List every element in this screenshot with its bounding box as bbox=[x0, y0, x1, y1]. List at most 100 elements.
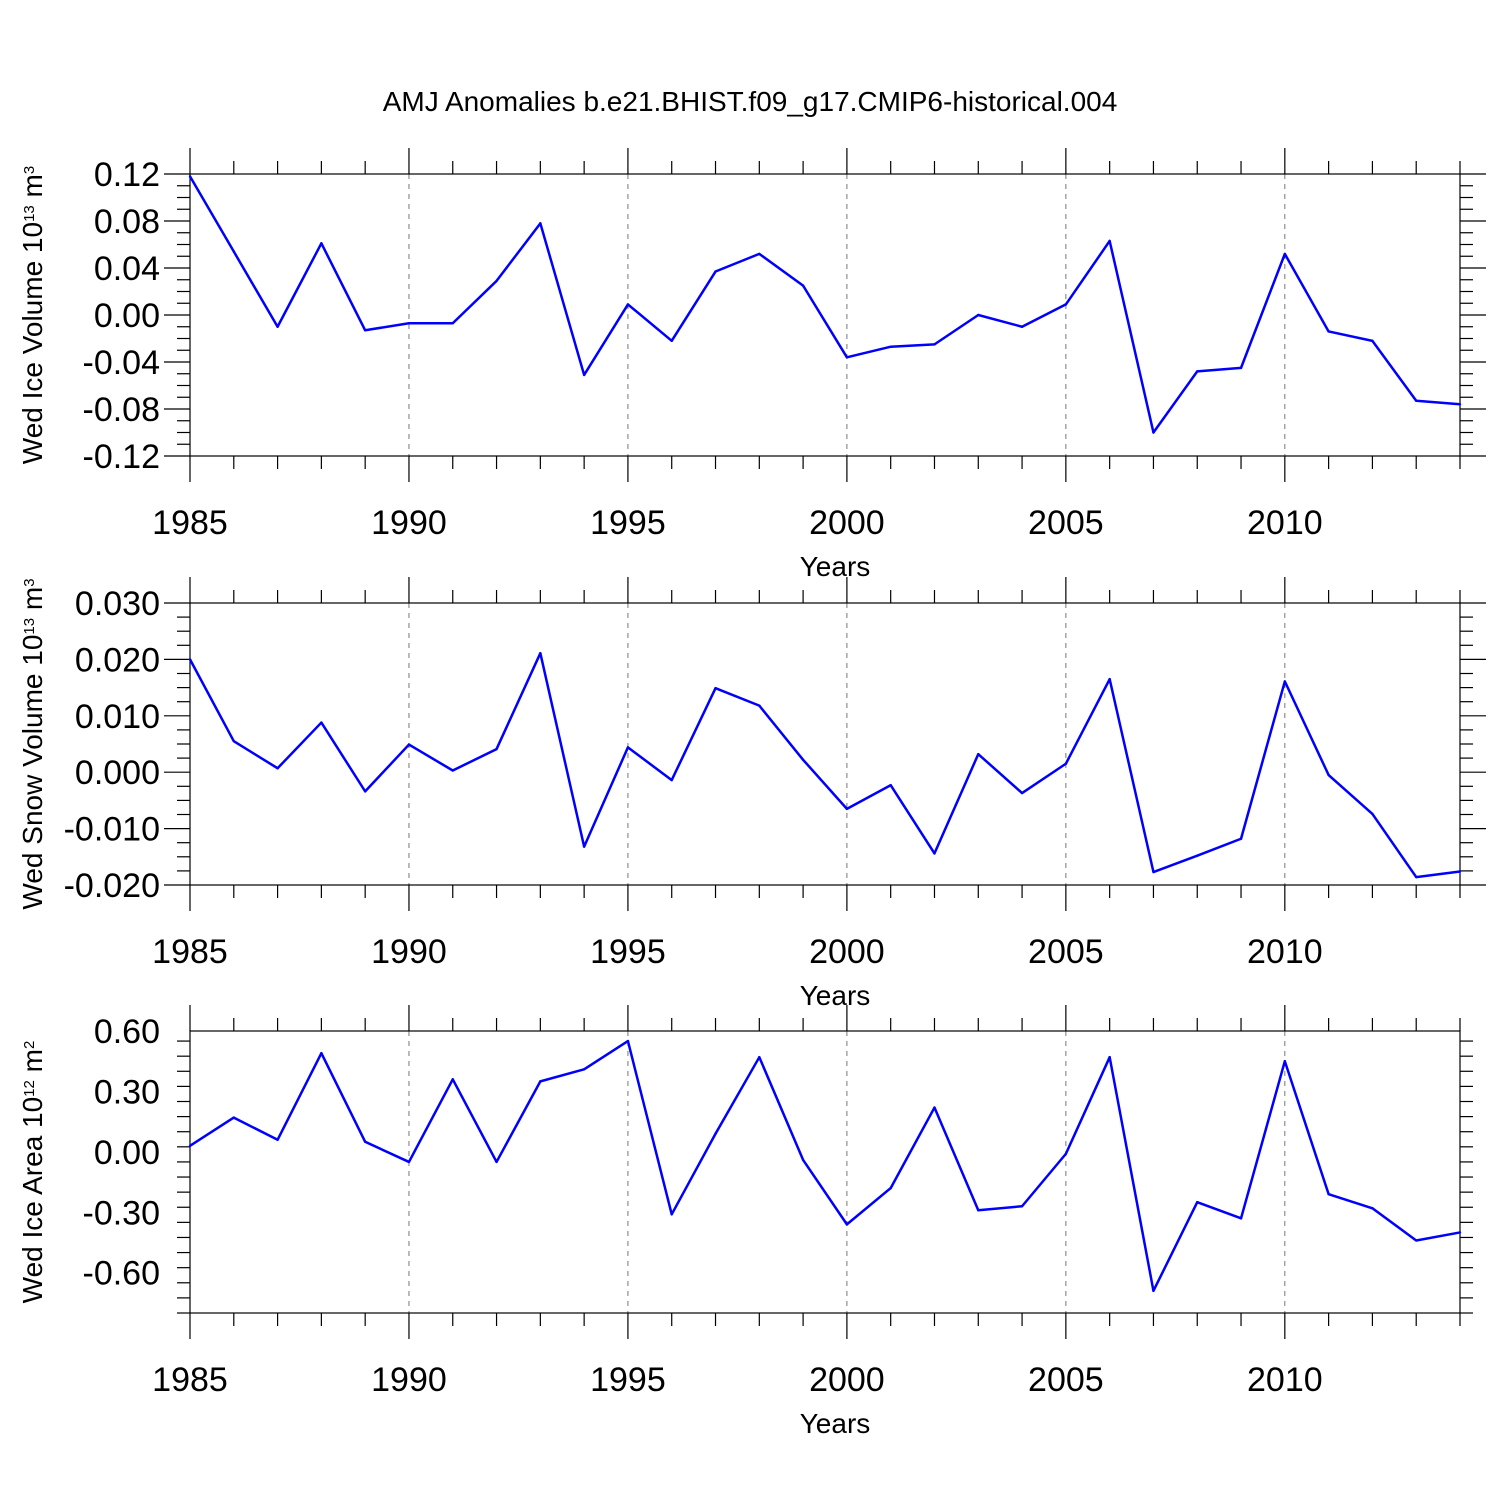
data-point bbox=[1152, 870, 1155, 874]
y-tick-label: 0.000 bbox=[75, 754, 160, 792]
data-point bbox=[320, 242, 323, 245]
y-axis-title-superscript: 3 bbox=[21, 166, 38, 174]
series-line bbox=[188, 175, 1461, 434]
data-point bbox=[1064, 303, 1068, 306]
y-tick-label: 0.08 bbox=[94, 203, 160, 241]
data-point bbox=[977, 752, 980, 756]
data-point bbox=[1108, 677, 1111, 681]
data-point bbox=[1239, 837, 1243, 840]
data-point bbox=[363, 790, 367, 793]
chart-panel-1: 0.12 0.08 0.04 0.00 -0.04 -0.08 -0.12 1985 1990 1… bbox=[17, 148, 1486, 582]
data-point bbox=[758, 704, 761, 707]
x-tick-label: 2000 bbox=[809, 504, 885, 542]
data-point bbox=[714, 1132, 717, 1135]
x-tick-label: 2005 bbox=[1028, 504, 1104, 542]
y-axis-title-superscript: 13 bbox=[21, 205, 38, 222]
y-tick-label: -0.12 bbox=[83, 438, 161, 476]
x-tick-label: 1985 bbox=[152, 933, 228, 971]
y-tick-label: 0.00 bbox=[94, 1134, 160, 1172]
x-tick-label: 1990 bbox=[371, 1361, 447, 1399]
data-point bbox=[407, 1160, 411, 1164]
data-point bbox=[801, 758, 805, 761]
data-point bbox=[1239, 366, 1243, 370]
series-line bbox=[188, 651, 1461, 879]
data-point bbox=[232, 739, 235, 743]
data-point bbox=[1152, 1289, 1155, 1293]
data-point bbox=[1415, 875, 1418, 879]
data-point bbox=[582, 845, 586, 848]
x-tick-label: 2010 bbox=[1247, 504, 1323, 542]
data-point bbox=[626, 1039, 630, 1043]
x-tick-label: 1985 bbox=[152, 1361, 228, 1399]
data-point bbox=[276, 325, 279, 328]
data-point bbox=[714, 270, 717, 273]
y-tick-label: 0.020 bbox=[75, 641, 160, 679]
data-point bbox=[188, 658, 192, 661]
data-point bbox=[188, 1144, 192, 1148]
x-tick-label: 1990 bbox=[371, 933, 447, 971]
data-point bbox=[1064, 762, 1068, 765]
plot-frame bbox=[189, 1030, 1461, 1314]
chart-panel-2: 0.030 0.020 0.010 0.000 -0.010 -0.020 1985 1990… bbox=[17, 577, 1486, 1011]
y-axis-title-part: Wed Ice Volume 10 bbox=[17, 222, 48, 464]
data-point bbox=[451, 1078, 454, 1081]
data-point bbox=[889, 345, 892, 348]
y-axis-title-superscript: 13 bbox=[21, 618, 38, 635]
y-axis-title: Wed Ice Volume 1013 m3 bbox=[17, 166, 48, 464]
y-axis-title-part: m bbox=[17, 587, 48, 618]
data-point bbox=[626, 746, 630, 749]
data-point bbox=[582, 373, 586, 377]
data-point bbox=[1327, 773, 1330, 777]
y-tick-label: -0.60 bbox=[83, 1255, 161, 1293]
y-tick-label: 0.30 bbox=[94, 1073, 160, 1111]
data-point bbox=[539, 651, 542, 655]
y-tick-label: -0.010 bbox=[64, 811, 160, 849]
y-axis-title-superscript: 3 bbox=[21, 578, 38, 586]
data-point bbox=[670, 1213, 673, 1216]
data-point bbox=[1020, 325, 1024, 328]
data-point bbox=[495, 279, 498, 283]
x-tick-label: 2005 bbox=[1028, 1361, 1104, 1399]
chart-panel-3: 0.60 0.30 0.00 -0.30 -0.60 1985 1990 1995 2000 20… bbox=[17, 1005, 1473, 1439]
data-point bbox=[407, 743, 411, 746]
data-point bbox=[1415, 399, 1418, 402]
data-point bbox=[320, 721, 323, 724]
data-point bbox=[1020, 1205, 1024, 1208]
data-point bbox=[1415, 1239, 1418, 1242]
data-point bbox=[933, 343, 936, 346]
y-axis-title-superscript: 12 bbox=[21, 1080, 38, 1097]
y-tick-label: -0.04 bbox=[83, 344, 161, 382]
data-point bbox=[801, 1158, 805, 1162]
data-point bbox=[626, 303, 630, 306]
x-tick-label: 2000 bbox=[809, 1361, 885, 1399]
y-tick-label: 0.04 bbox=[94, 250, 160, 288]
y-tick-label: 0.00 bbox=[94, 297, 160, 335]
y-tick-label: -0.30 bbox=[83, 1194, 161, 1232]
x-tick-label: 2010 bbox=[1247, 933, 1323, 971]
data-point bbox=[1020, 791, 1024, 795]
y-tick-label: 0.12 bbox=[94, 156, 160, 194]
data-point bbox=[1327, 1192, 1330, 1196]
data-point bbox=[845, 356, 849, 359]
data-point bbox=[933, 852, 936, 855]
x-axis-title: Years bbox=[800, 980, 871, 1011]
data-point bbox=[1327, 330, 1330, 333]
data-point bbox=[933, 1106, 936, 1109]
x-tick-label: 1985 bbox=[152, 504, 228, 542]
data-point bbox=[977, 313, 980, 317]
data-point bbox=[407, 322, 411, 325]
y-axis-title-superscript: 2 bbox=[21, 1041, 38, 1049]
y-tick-label: -0.020 bbox=[64, 867, 160, 905]
data-point bbox=[1108, 239, 1111, 243]
data-point bbox=[1152, 431, 1155, 434]
data-point bbox=[758, 1055, 761, 1059]
y-tick-label: 0.60 bbox=[94, 1013, 160, 1051]
data-point bbox=[232, 250, 235, 253]
data-point bbox=[451, 322, 454, 325]
x-tick-label: 1990 bbox=[371, 504, 447, 542]
data-point bbox=[1371, 812, 1374, 816]
x-tick-label: 2010 bbox=[1247, 1361, 1323, 1399]
data-point bbox=[363, 329, 367, 332]
data-point bbox=[188, 175, 192, 178]
